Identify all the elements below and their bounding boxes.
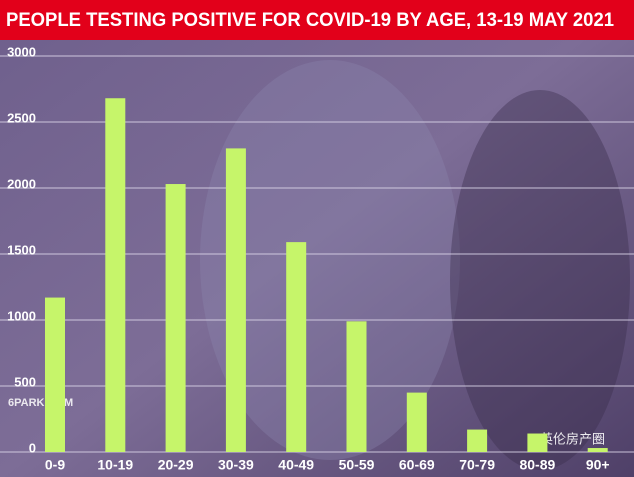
x-tick-label: 80-89 <box>519 457 555 473</box>
x-tick-label: 0-9 <box>45 457 65 473</box>
bar <box>45 297 65 452</box>
bar <box>286 242 307 452</box>
bar <box>587 448 608 452</box>
chart-title: PEOPLE TESTING POSITIVE FOR COVID-19 BY … <box>6 10 614 31</box>
x-tick-label: 40-49 <box>278 457 314 473</box>
x-tick-label: 50-59 <box>339 457 375 473</box>
x-tick-label: 60-69 <box>399 457 435 473</box>
x-tick-label: 20-29 <box>158 457 194 473</box>
photo-figure <box>200 60 460 460</box>
y-tick-label: 2000 <box>7 176 36 191</box>
y-tick-label: 2500 <box>7 110 36 125</box>
x-tick-label: 10-19 <box>97 457 133 473</box>
y-tick-label: 1000 <box>7 308 36 323</box>
x-tick-label: 30-39 <box>218 457 254 473</box>
bar <box>467 429 488 452</box>
y-tick-label: 3000 <box>7 44 36 59</box>
title-bar <box>0 0 634 40</box>
watermark: 英伦房产圈 <box>540 431 605 446</box>
bar <box>225 148 246 452</box>
x-tick-label: 90+ <box>586 457 610 473</box>
y-tick-label: 1500 <box>7 242 36 257</box>
bar <box>346 321 367 452</box>
bar <box>406 392 427 452</box>
y-tick-label: 0 <box>29 440 36 455</box>
bar <box>105 98 126 453</box>
bar <box>165 184 186 453</box>
y-tick-label: 500 <box>14 374 36 389</box>
photo-figure <box>450 90 630 470</box>
bar <box>527 433 548 452</box>
x-tick-label: 70-79 <box>459 457 495 473</box>
